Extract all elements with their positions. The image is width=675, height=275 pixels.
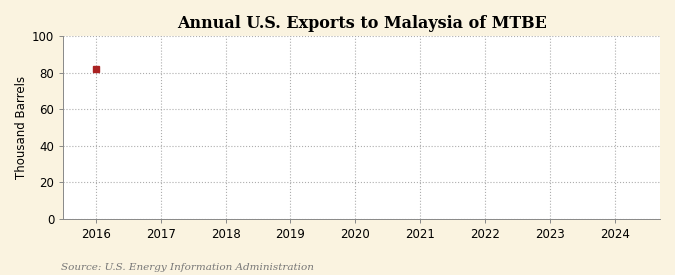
Title: Annual U.S. Exports to Malaysia of MTBE: Annual U.S. Exports to Malaysia of MTBE — [177, 15, 547, 32]
Y-axis label: Thousand Barrels: Thousand Barrels — [15, 76, 28, 179]
Text: Source: U.S. Energy Information Administration: Source: U.S. Energy Information Administ… — [61, 263, 314, 272]
